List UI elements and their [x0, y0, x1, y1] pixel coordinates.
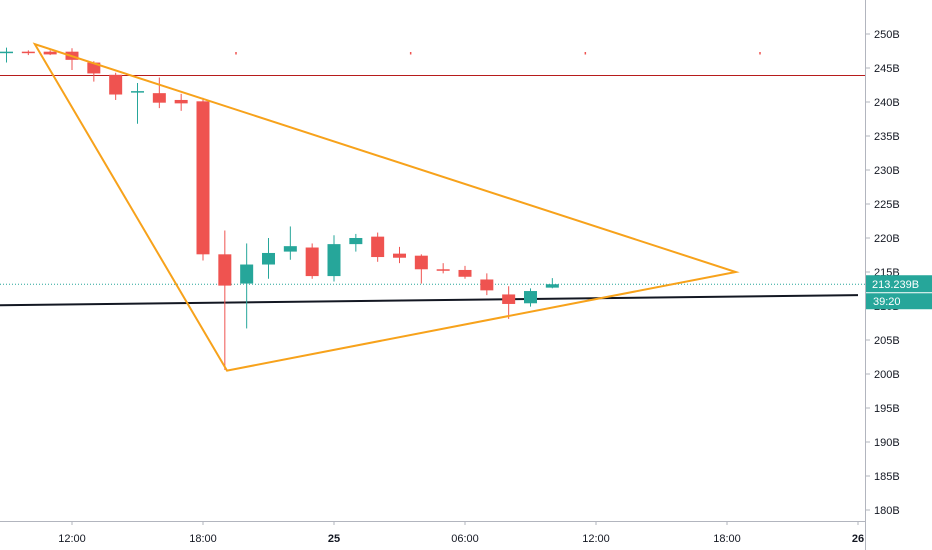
candle-body — [502, 294, 516, 304]
candle-body — [43, 51, 57, 55]
candle-body — [21, 51, 35, 54]
candles-layer[interactable] — [0, 47, 559, 370]
top-marker — [759, 52, 761, 55]
candle-body — [262, 252, 275, 265]
top-marker — [409, 52, 412, 55]
candle[interactable] — [152, 77, 166, 109]
candle-body — [480, 279, 494, 291]
y-tick-label: 185B — [874, 471, 900, 483]
candle-body — [436, 269, 450, 271]
candle-body — [393, 253, 406, 258]
candle[interactable] — [109, 72, 123, 100]
y-tick-label: 190B — [874, 437, 900, 449]
candle-body — [414, 255, 428, 270]
candle[interactable] — [436, 263, 450, 274]
candle-body — [458, 269, 472, 277]
candle[interactable] — [43, 50, 57, 56]
candle[interactable] — [196, 97, 210, 261]
candle[interactable] — [240, 243, 254, 329]
y-tick-label: 225B — [874, 199, 900, 211]
candle[interactable] — [283, 226, 297, 260]
x-tick-label: 26 — [852, 533, 864, 545]
top-markers-layer — [235, 52, 761, 55]
candle[interactable] — [218, 230, 232, 370]
top-marker — [235, 52, 237, 55]
countdown-badge: 39:20 — [866, 293, 932, 310]
y-tick-label: 200B — [874, 369, 900, 381]
candle[interactable] — [371, 232, 385, 262]
candle-body — [131, 91, 144, 93]
last-price-badge-bg — [866, 275, 932, 293]
candle-body — [152, 93, 166, 103]
candle[interactable] — [349, 233, 363, 252]
x-tick-label: 18:00 — [713, 533, 741, 545]
candle[interactable] — [327, 235, 341, 282]
candle[interactable] — [393, 246, 406, 264]
y-tick-label: 195B — [874, 403, 900, 415]
triangle-drawing-layer[interactable] — [32, 42, 740, 372]
candle-body — [305, 247, 319, 277]
candle-body — [283, 246, 297, 252]
candle[interactable] — [414, 254, 428, 284]
candle[interactable] — [545, 278, 559, 289]
candle[interactable] — [480, 273, 494, 296]
candle[interactable] — [305, 243, 319, 279]
candle-body — [327, 244, 341, 277]
last-price-value: 213.239B — [872, 279, 919, 291]
y-tick-label: 180B — [874, 505, 900, 517]
candle-body — [349, 238, 363, 245]
candle-body — [218, 254, 232, 286]
candle-body — [196, 101, 210, 255]
candle[interactable] — [262, 238, 275, 279]
y-tick-label: 240B — [874, 97, 900, 109]
x-tick-label: 12:00 — [582, 533, 610, 545]
x-tick-label: 18:00 — [189, 533, 217, 545]
candle[interactable] — [0, 47, 13, 63]
x-tick-label: 12:00 — [58, 533, 86, 545]
candle-body — [545, 284, 559, 288]
triangle-pattern[interactable] — [32, 42, 740, 372]
y-tick-label: 250B — [874, 29, 900, 41]
x-tick-label: 25 — [328, 533, 340, 545]
countdown-badge-bg — [866, 293, 932, 310]
x-tick-label: 06:00 — [451, 533, 479, 545]
candle-body — [109, 74, 123, 95]
candle[interactable] — [65, 48, 79, 71]
candle-body — [174, 99, 188, 104]
candle[interactable] — [502, 286, 516, 319]
trendline-layer[interactable] — [0, 294, 859, 307]
price-badges-layer: 213.239B 39:20 — [866, 275, 932, 310]
candle-body — [524, 291, 537, 304]
candle[interactable] — [524, 288, 537, 307]
candle[interactable] — [174, 93, 188, 111]
y-tick-label: 220B — [874, 233, 900, 245]
axes-layer: 250B245B240B235B230B225B220B215B210B205B… — [0, 0, 900, 550]
candle[interactable] — [21, 50, 35, 56]
candle-body — [0, 51, 13, 54]
y-tick-label: 205B — [874, 335, 900, 347]
candle[interactable] — [131, 82, 144, 124]
y-tick-label: 235B — [874, 131, 900, 143]
support-trendline[interactable] — [0, 294, 859, 307]
bar-countdown: 39:20 — [873, 296, 901, 308]
y-tick-label: 245B — [874, 63, 900, 75]
candle-body — [371, 236, 385, 258]
y-tick-label: 230B — [874, 165, 900, 177]
candle-body — [240, 264, 254, 284]
candle-body — [87, 62, 101, 74]
last-price-badge: 213.239B — [866, 275, 932, 293]
candle[interactable] — [458, 265, 472, 279]
candle[interactable] — [87, 61, 101, 82]
top-marker — [584, 52, 587, 55]
